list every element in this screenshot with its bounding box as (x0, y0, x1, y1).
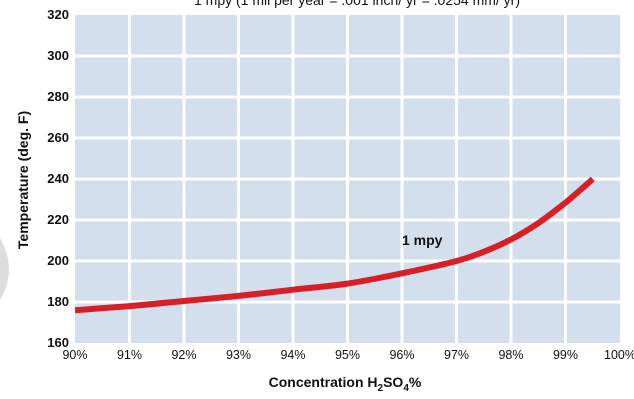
y-tick-label: 160 (47, 335, 69, 350)
y-tick-label: 180 (47, 294, 69, 309)
x-axis-title-mid: SO (383, 374, 403, 390)
y-tick-label: 220 (47, 212, 69, 227)
series-line-1-mpy (74, 176, 595, 314)
x-axis-title-sub1: 2 (378, 383, 384, 394)
x-tick-label: 90% (62, 348, 87, 362)
x-tick-label: 98% (498, 348, 523, 362)
series-label: 1 mpy (402, 232, 443, 248)
x-tick-label: 92% (171, 348, 196, 362)
x-axis-title-suffix: % (409, 374, 422, 390)
x-tick-label: 100% (604, 348, 634, 362)
x-axis-title-prefix: Concentration H (269, 374, 378, 390)
x-axis-title: Concentration H2SO4% (269, 374, 422, 394)
y-axis-title: Temperature (deg. F) (15, 111, 31, 249)
x-tick-label: 95% (335, 348, 360, 362)
y-tick-label: 240 (47, 171, 69, 186)
x-tick-label: 91% (117, 348, 142, 362)
y-tick-label: 280 (47, 89, 69, 104)
chart-note: 1 mpy (1 mil per year = .001 inch/ yr = … (194, 0, 520, 8)
x-tick-label: 96% (389, 348, 414, 362)
y-tick-label: 260 (47, 130, 69, 145)
x-tick-labels: 90% 91% 92% 93% 94% 95% 96% 97% 98% 99% 100% (62, 348, 634, 362)
x-tick-label: 97% (444, 348, 469, 362)
x-axis-title-sub2: 4 (403, 383, 409, 394)
y-tick-label: 200 (47, 253, 69, 268)
x-tick-label: 99% (553, 348, 578, 362)
x-tick-label: 94% (280, 348, 305, 362)
y-tick-label: 320 (47, 7, 69, 22)
grid-horizontal (75, 54, 620, 304)
series-layer (74, 176, 595, 314)
x-tick-label: 93% (226, 348, 251, 362)
y-tick-labels: 160 180 200 220 240 260 280 300 320 (47, 7, 69, 350)
y-tick-label: 300 (47, 48, 69, 63)
edge-shape (0, 238, 9, 300)
